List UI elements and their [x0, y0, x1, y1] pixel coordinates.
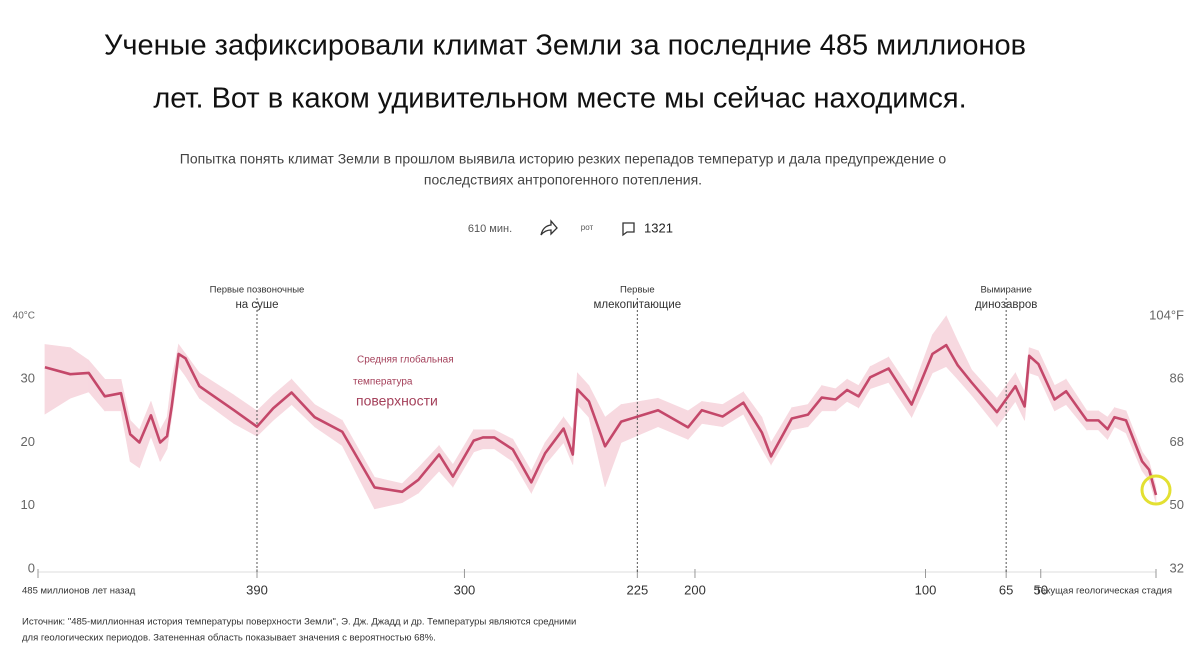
source: Источник: "485-миллионная история темпер…	[22, 617, 576, 628]
confidence-band	[44, 344, 71, 415]
confidence-band	[341, 419, 375, 510]
x-tick-label: 65	[999, 582, 1013, 597]
x-tick-label: 225	[626, 582, 648, 597]
confidence-band	[178, 343, 186, 378]
source: для геологических периодов. Затененная о…	[22, 633, 436, 644]
subtitle: последствиях антропогенного потепления.	[424, 172, 702, 188]
x-tick-label: 50	[1034, 582, 1048, 597]
present-highlight	[1140, 474, 1172, 506]
confidence-band	[374, 476, 403, 510]
confidence-band	[482, 429, 495, 450]
confidence-band	[932, 315, 947, 374]
series-label: поверхности	[356, 393, 438, 409]
meta-label: рот	[581, 223, 594, 232]
subtitle: Попытка понять климат Земли в прошлом вы…	[180, 151, 947, 167]
comment-count[interactable]: 1321	[644, 220, 673, 235]
title: лет. Вот в каком удивительном месте мы с…	[153, 83, 966, 115]
event-label: на суше	[235, 299, 278, 311]
confidence-band	[129, 419, 140, 469]
y2-tick-label: 86	[1170, 371, 1184, 386]
x-tick-label: 300	[454, 582, 476, 597]
confidence-band	[604, 403, 622, 487]
series-label: Средняя глобальная	[357, 354, 454, 366]
confidence-band	[418, 444, 440, 494]
event-label: Вымирание	[980, 285, 1031, 296]
confidence-band	[120, 379, 131, 462]
confidence-band	[233, 394, 258, 437]
event-label: Первые	[620, 285, 655, 296]
event-label: динозавров	[975, 299, 1037, 311]
series-label: температура	[353, 377, 413, 388]
x-tick-label: 100	[915, 582, 937, 597]
y2-tick-label: 50	[1170, 497, 1184, 512]
y-tick-label: 40°C	[13, 311, 35, 322]
x-tick-label: 485 миллионов лет назад	[22, 586, 136, 597]
y-tick-label: 0	[28, 560, 35, 575]
y-tick-label: 30	[21, 371, 35, 386]
y2-tick-label: 32	[1170, 560, 1184, 575]
y2-tick-label: 68	[1170, 434, 1184, 449]
x-tick-label: 390	[246, 582, 268, 597]
confidence-band	[139, 401, 152, 468]
title: Ученые зафиксировали климат Земли за пос…	[104, 30, 1026, 62]
y-tick-label: 10	[21, 497, 35, 512]
share-icon[interactable]	[540, 219, 558, 236]
x-tick-label: Текущая геологическая стадия	[1036, 586, 1172, 597]
confidence-band	[494, 429, 514, 463]
x-tick-label: 200	[684, 582, 706, 597]
event-label: млекопитающие	[594, 299, 682, 311]
confidence-band	[743, 390, 763, 449]
comment-icon[interactable]	[622, 222, 635, 237]
y-tick-label: 20	[21, 434, 35, 449]
y2-tick-label: 104°F	[1149, 307, 1184, 322]
temperature-line	[44, 343, 1158, 496]
read-time: 610 мин.	[468, 223, 512, 235]
event-label: Первые позвоночные	[210, 285, 305, 296]
